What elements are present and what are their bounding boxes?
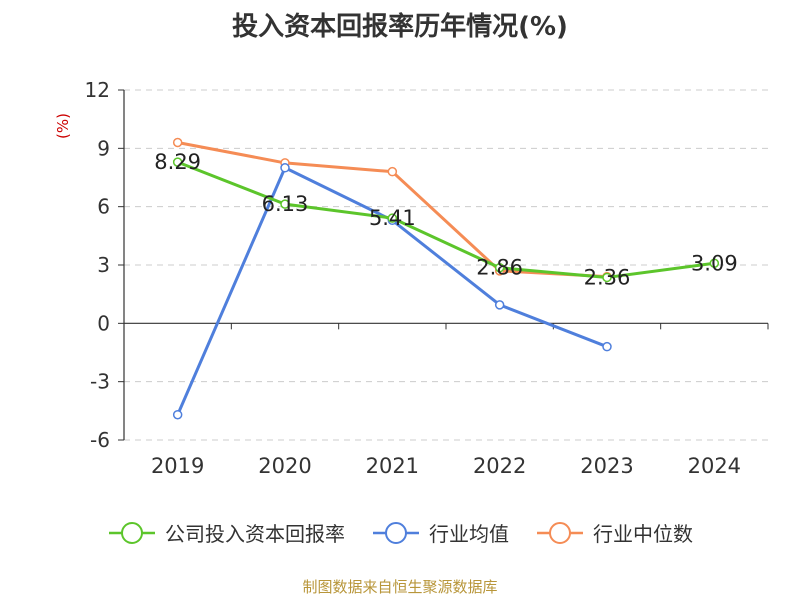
data-point [602,341,612,352]
source-footer: 制图数据来自恒生聚源数据库 [302,578,498,596]
legend-item: 公司投入资本回报率 [107,518,345,547]
data-label: 3.09 [691,251,738,275]
legend-label: 行业均值 [429,522,509,546]
legend-line-marker-icon [109,521,155,544]
data-point [280,163,290,173]
data-point [172,409,183,420]
legend-line-marker-icon [373,521,419,544]
data-point [280,199,290,209]
data-point [387,213,398,223]
data-label: 2.86 [476,256,523,280]
y-axis-label: (%) [54,113,72,139]
data-point [494,262,505,273]
data-point [709,258,720,268]
y-tick-label: 0 [97,311,110,335]
x-tick-label: 2021 [366,454,419,478]
y-tick-label: 9 [97,136,110,160]
y-tick-label: -6 [90,428,110,452]
legend-label: 行业中位数 [593,522,693,546]
legend: 公司投入资本回报率 行业均值 行业中位数 [0,518,800,547]
legend-item: 行业均值 [371,518,509,547]
y-tick-label: 6 [97,195,110,219]
data-point [172,137,183,148]
x-tick-label: 2019 [151,454,204,478]
data-label: 5.41 [369,206,416,230]
x-tick-label: 2022 [473,454,526,478]
data-point [387,166,398,177]
data-label: 8.29 [154,150,201,174]
data-point [602,272,612,283]
chart-title: 投入资本回报率历年情况(%) [232,12,568,42]
x-tick-label: 2020 [258,454,311,478]
y-tick-label: -3 [90,370,110,394]
legend-label: 公司投入资本回报率 [165,522,345,546]
data-label: 2.36 [584,265,631,289]
x-tick-label: 2023 [580,454,633,478]
series-line [176,166,608,416]
y-tick-label: 12 [85,78,110,102]
series-line [177,160,715,279]
y-tick-label: 3 [97,253,110,277]
data-point [494,300,505,310]
legend-line-marker-icon [537,521,583,544]
data-label: 6.13 [262,192,309,216]
data-point [172,157,183,167]
legend-item: 行业中位数 [535,518,693,547]
x-tick-label: 2024 [688,454,741,478]
